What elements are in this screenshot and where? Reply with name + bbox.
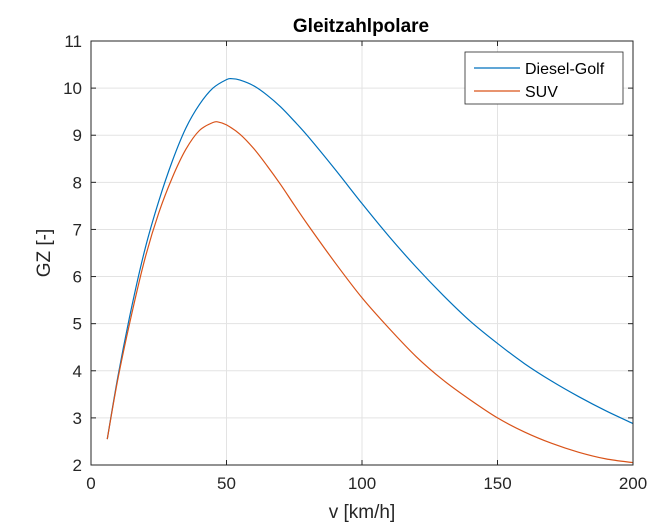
legend-label-diesel-golf: Diesel-Golf: [525, 61, 605, 78]
x-tick-label: 50: [217, 474, 236, 493]
legend-box: [464, 51, 624, 105]
x-tick-label: 150: [483, 474, 511, 493]
series-line-suv: [106, 120, 634, 464]
series-group: [106, 77, 634, 464]
y-tick-label: 8: [73, 173, 82, 192]
x-axis-label: v [km/h]: [329, 502, 396, 523]
y-tick-label: 9: [73, 126, 82, 145]
y-tick-label: 10: [63, 79, 82, 98]
grid: [91, 41, 633, 465]
series-line-diesel-golf: [106, 77, 634, 440]
legend: Diesel-Golf SUV: [464, 51, 624, 105]
y-tick-label: 5: [73, 315, 82, 334]
y-axis: 2 3 4 5 6 7 8 9 10 11: [63, 32, 633, 475]
x-tick-label: 200: [619, 474, 647, 493]
x-tick-label: 100: [348, 474, 376, 493]
x-axis: 0 50 100 150 200: [86, 41, 647, 493]
y-tick-label: 6: [73, 268, 82, 287]
x-tick-label: 0: [86, 474, 95, 493]
y-tick-label: 11: [64, 32, 82, 51]
y-tick-label: 7: [73, 220, 82, 239]
chart-title: Gleitzahlpolare: [293, 16, 429, 37]
y-tick-label: 2: [73, 456, 82, 475]
y-tick-label: 4: [73, 362, 82, 381]
legend-label-suv: SUV: [525, 84, 558, 101]
y-tick-label: 3: [73, 409, 82, 428]
y-axis-label: GZ [-]: [34, 229, 55, 278]
